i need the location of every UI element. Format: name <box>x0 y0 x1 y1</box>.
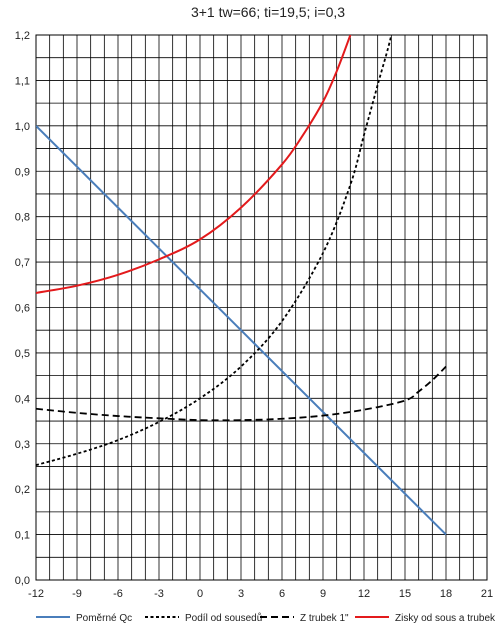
x-tick-label: -3 <box>154 588 164 600</box>
y-tick-label: 0,1 <box>15 530 30 542</box>
legend: Poměrné Qc Podíl od sousedů Z trubek 1" Zis… <box>36 612 496 624</box>
data-series <box>36 35 447 536</box>
legend-label: Zisky od sous a trubek <box>395 613 496 624</box>
x-tick-label: 18 <box>440 588 452 600</box>
chart-title: 3+1 tw=66; ti=19,5; i=0,3 <box>191 4 345 20</box>
y-tick-label: 0,8 <box>15 212 30 224</box>
y-tick-label: 0,4 <box>15 393 30 405</box>
y-tick-label: 0,7 <box>15 257 30 269</box>
x-tick-label: 3 <box>238 588 244 600</box>
x-tick-label: -6 <box>113 588 123 600</box>
y-tick-label: 1,0 <box>15 121 30 133</box>
x-tick-label: -9 <box>72 588 82 600</box>
y-tick-label: 0,6 <box>15 303 30 315</box>
x-tick-label: -12 <box>28 588 44 600</box>
y-tick-label: 0,0 <box>15 575 30 587</box>
series-line-1 <box>36 125 447 536</box>
x-tick-label: 9 <box>320 588 326 600</box>
legend-label: Poměrné Qc <box>76 613 132 624</box>
y-tick-label: 0,9 <box>15 166 30 178</box>
x-tick-label: 21 <box>481 588 493 600</box>
legend-label: Podíl od sousedů <box>185 612 262 624</box>
y-tick-label: 0,3 <box>15 439 30 451</box>
series-line-4 <box>36 35 352 294</box>
y-tick-label: 1,2 <box>15 30 30 42</box>
axes <box>35 34 488 581</box>
x-tick-label: 0 <box>197 588 203 600</box>
x-tick-label: 6 <box>279 588 285 600</box>
y-tick-labels: 0,0 0,1 0,2 0,3 0,4 0,5 0,6 0,7 0,8 0,9 1,0 1,1 1,2 <box>15 30 30 587</box>
x-tick-labels: -12 -9 -6 -3 0 3 6 9 12 15 18 21 <box>28 588 493 600</box>
y-tick-label: 0,5 <box>15 348 30 360</box>
series-line-3 <box>36 365 447 422</box>
plot-frame <box>35 34 488 581</box>
grid-lines <box>35 34 488 581</box>
x-tick-label: 12 <box>358 588 370 600</box>
y-tick-label: 1,1 <box>15 75 30 87</box>
legend-label: Z trubek 1" <box>300 613 349 624</box>
y-tick-label: 0,2 <box>15 484 30 496</box>
x-tick-label: 15 <box>399 588 411 600</box>
